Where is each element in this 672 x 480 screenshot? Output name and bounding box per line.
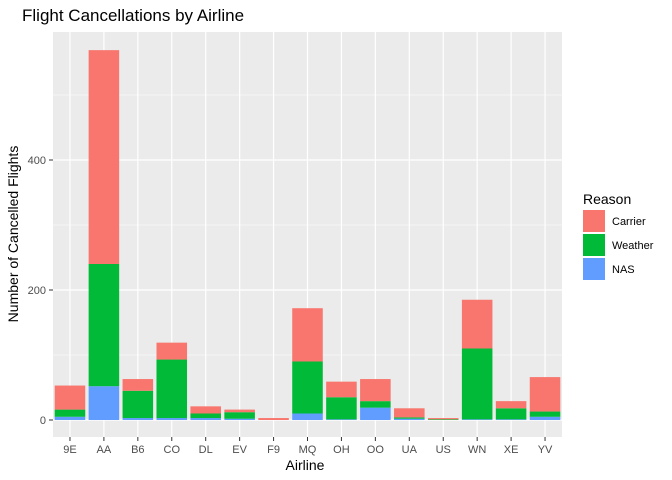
bar-carrier-aa xyxy=(88,50,120,265)
x-tick-label: AA xyxy=(97,444,112,456)
bar-carrier-9e xyxy=(54,385,86,410)
bar-nas-xe xyxy=(495,419,527,420)
x-axis: 9E AA B6 CO DL EV F9 MQ OH OO UA US WN XE YV xyxy=(63,437,553,456)
bar-carrier-oh xyxy=(326,381,357,398)
bar-carrier-wn xyxy=(461,299,493,349)
bar-nas-yv xyxy=(529,416,561,420)
legend-label-nas: NAS xyxy=(612,264,635,276)
bar-carrier-co xyxy=(156,342,188,360)
bar-weather-wn xyxy=(461,348,493,420)
x-tick-label: 9E xyxy=(63,444,76,456)
bar-nas-b6 xyxy=(122,418,154,420)
bar-carrier-us xyxy=(427,418,459,420)
x-tick-label: OH xyxy=(333,444,350,456)
bar-carrier-oo xyxy=(360,379,391,402)
y-tick-label: 0 xyxy=(40,415,46,427)
y-tick-label: 400 xyxy=(28,155,46,167)
bar-carrier-mq xyxy=(292,308,323,362)
bar-carrier-f9 xyxy=(258,418,289,420)
bar-nas-mq xyxy=(292,413,323,420)
x-tick-label: F9 xyxy=(267,444,280,456)
bar-weather-b6 xyxy=(122,390,154,419)
bar-nas-dl xyxy=(190,418,221,420)
legend: Reason Carrier Weather NAS xyxy=(583,191,654,280)
x-tick-label: DL xyxy=(199,444,213,456)
x-tick-label: US xyxy=(436,444,451,456)
x-tick-label: OO xyxy=(367,444,385,456)
bar-weather-xe xyxy=(495,408,527,420)
legend-label-carrier: Carrier xyxy=(612,216,646,228)
y-axis: 0 200 400 xyxy=(28,155,53,427)
bar-weather-ev xyxy=(224,412,255,419)
legend-title: Reason xyxy=(583,191,631,207)
bar-carrier-ev xyxy=(224,409,255,413)
bar-carrier-ua xyxy=(394,408,425,418)
bar-weather-oo xyxy=(360,401,391,408)
bar-nas-oo xyxy=(360,407,391,420)
x-tick-label: CO xyxy=(164,444,181,456)
bar-carrier-b6 xyxy=(122,379,154,391)
legend-swatch-weather xyxy=(583,234,605,256)
bar-nas-ua xyxy=(394,418,425,420)
x-tick-label: MQ xyxy=(299,444,317,456)
bars xyxy=(54,50,561,420)
bar-weather-9e xyxy=(54,409,86,417)
bar-weather-dl xyxy=(190,413,221,419)
bar-carrier-dl xyxy=(190,406,221,414)
bar-nas-aa xyxy=(88,386,120,420)
bar-weather-mq xyxy=(292,361,323,414)
x-tick-label: EV xyxy=(232,444,247,456)
bar-carrier-yv xyxy=(529,377,561,412)
bar-nas-ev xyxy=(224,418,255,420)
y-tick-label: 200 xyxy=(28,285,46,297)
x-tick-label: UA xyxy=(402,444,418,456)
bar-nas-wn xyxy=(461,419,493,420)
bar-nas-9e xyxy=(54,416,86,420)
chart-title: Flight Cancellations by Airline xyxy=(22,6,244,25)
legend-swatch-nas xyxy=(583,258,605,280)
x-tick-label: WN xyxy=(468,444,486,456)
bar-weather-co xyxy=(156,359,188,419)
bar-weather-yv xyxy=(529,411,561,417)
bar-weather-us xyxy=(427,419,459,420)
x-tick-label: XE xyxy=(504,444,519,456)
bar-nas-oh xyxy=(326,419,357,420)
bar-nas-co xyxy=(156,418,188,420)
x-tick-label: B6 xyxy=(131,444,144,456)
y-axis-title: Number of Cancelled Flights xyxy=(5,146,21,323)
x-tick-label: YV xyxy=(538,444,553,456)
x-axis-title: Airline xyxy=(286,457,325,473)
bar-carrier-xe xyxy=(495,401,527,409)
legend-label-weather: Weather xyxy=(612,240,654,252)
bar-weather-aa xyxy=(88,264,120,387)
bar-weather-oh xyxy=(326,397,357,420)
legend-swatch-carrier xyxy=(583,210,605,232)
bar-weather-ua xyxy=(394,417,425,419)
